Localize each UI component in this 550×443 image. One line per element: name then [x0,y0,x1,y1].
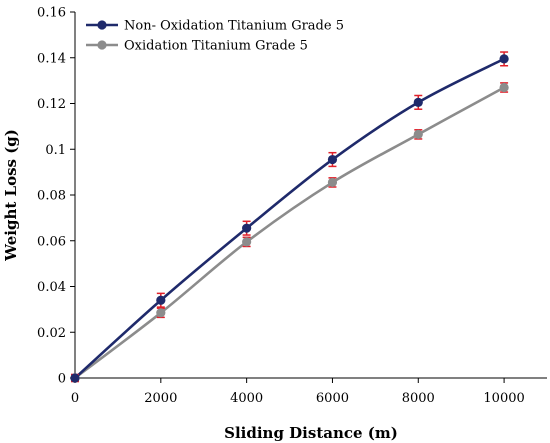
series-line [74,86,505,380]
y-axis-title: Weight Loss (g) [2,129,20,262]
data-point [327,154,338,165]
y-tick-label: 0 [58,372,66,387]
x-tick-label: 0 [71,391,79,406]
series-2 [70,82,509,383]
data-point [499,54,509,64]
y-tick-label: 0.1 [45,143,66,158]
y-tick-label: 0.02 [37,326,66,341]
data-point [242,237,252,247]
legend: Non- Oxidation Titanium Grade 5 Oxidation… [86,19,344,54]
legend-label: Oxidation Titanium Grade 5 [124,39,308,54]
x-tick-label: 8000 [402,391,435,406]
data-point [242,223,252,233]
axes: 0 0.02 0.04 0.06 0.08 0.1 0.12 0.14 0.16 0 2000 400… [37,6,547,406]
series-1 [70,51,509,383]
y-tick-label: 0.14 [37,51,66,66]
data-point [156,295,166,305]
y-tick-label: 0.06 [37,234,66,249]
data-point [413,97,423,107]
data-point [327,177,338,188]
legend-marker [97,20,107,30]
data-point [70,373,80,383]
x-tick-label: 6000 [316,391,349,406]
legend-marker [97,40,107,50]
legend-item: Non- Oxidation Titanium Grade 5 [86,19,344,34]
x-tick-label: 2000 [144,391,177,406]
y-tick-label: 0.08 [37,189,66,204]
data-point [413,129,423,139]
y-tick-label: 0.16 [37,6,66,21]
x-tick-label: 4000 [230,391,263,406]
data-point [156,308,166,318]
y-tick-label: 0.12 [37,97,66,112]
x-tick-label: 10000 [483,391,524,406]
data-point [499,82,509,93]
y-tick-label: 0.04 [37,280,66,295]
series-layer [70,51,509,383]
legend-label: Non- Oxidation Titanium Grade 5 [124,19,344,34]
x-axis-title: Sliding Distance (m) [224,424,398,442]
legend-item: Oxidation Titanium Grade 5 [86,39,308,54]
